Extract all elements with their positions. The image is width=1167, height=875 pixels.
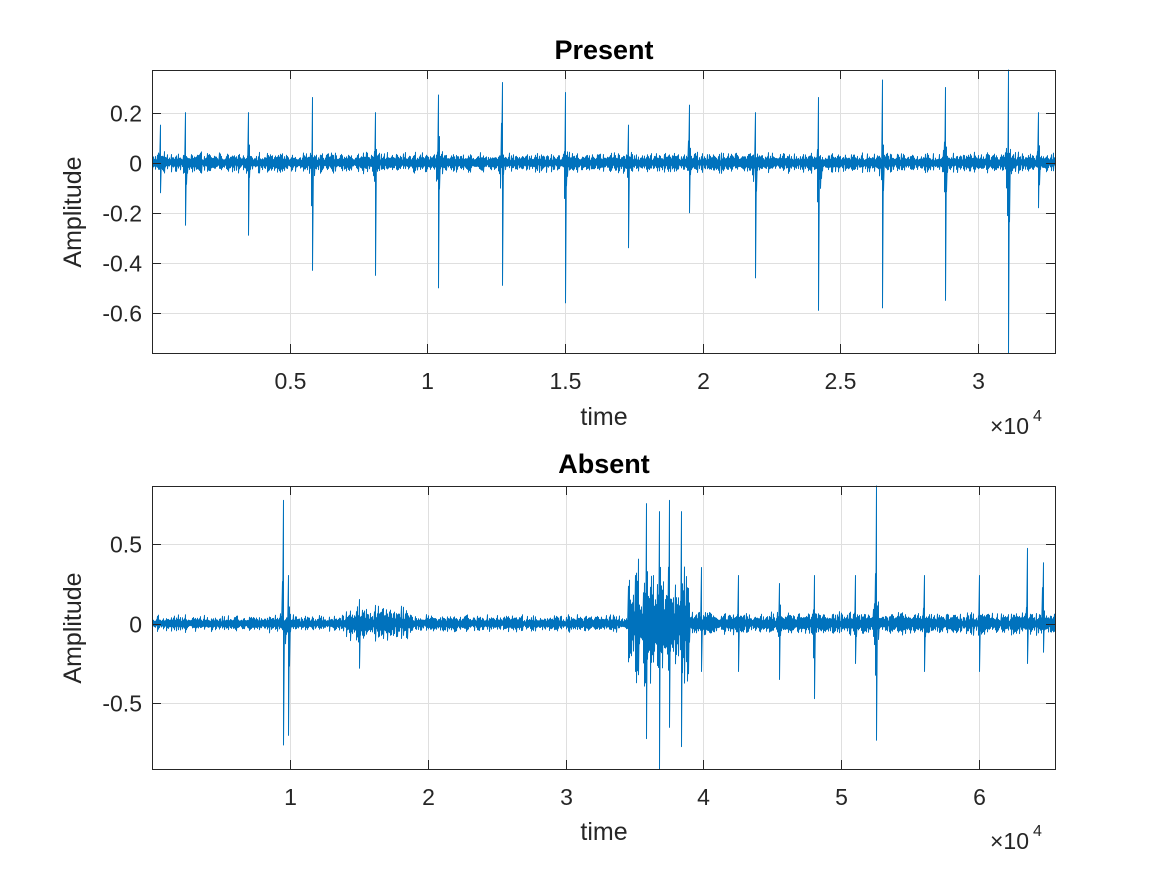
ytick-label-present-4: -0.6 <box>102 301 142 327</box>
xtick-label-absent-1: 2 <box>422 784 435 810</box>
ylabel-present: Amplitude <box>59 156 87 267</box>
series-line-present <box>152 69 1055 354</box>
ytick-label-present-2: -0.2 <box>102 201 142 227</box>
axes-frame-present <box>152 70 1056 354</box>
xtick-label-present-5: 3 <box>972 368 985 394</box>
plot-area-present <box>152 69 1055 354</box>
ylabel-absent: Amplitude <box>59 572 87 683</box>
xtick-label-absent-4: 5 <box>835 784 848 810</box>
x-exponent-power-absent: 4 <box>1033 823 1042 840</box>
x-exponent-power-present: 4 <box>1033 408 1042 425</box>
chart-title-absent: Absent <box>558 449 650 479</box>
ytick-label-absent-0: 0.5 <box>110 532 142 558</box>
subplot-absent: Absent 1 2 3 4 5 6 0.5 0 -0.5 Amplitude time ×10… <box>59 449 1056 854</box>
xlabel-present: time <box>580 403 627 431</box>
x-exponent-present: ×10 4 <box>990 408 1042 439</box>
ytick-label-present-0: 0.2 <box>110 101 142 127</box>
ticks-absent: 1 2 3 4 5 6 0.5 0 -0.5 <box>102 486 1055 810</box>
xtick-label-absent-2: 3 <box>560 784 573 810</box>
ticks-present: 0.5 1 1.5 2 2.5 3 0.2 0 -0.2 -0.4 -0.6 <box>102 70 1055 394</box>
grid-present <box>152 70 1055 353</box>
x-exponent-base-absent: ×10 <box>990 828 1029 854</box>
plot-area-absent <box>152 485 1055 770</box>
subplot-present: Present 0.5 1 1.5 2 2.5 3 0.2 0 -0.2 -0.4 -0.6 Amp… <box>59 35 1056 439</box>
xtick-label-present-4: 2.5 <box>825 368 857 394</box>
ytick-label-absent-1: 0 <box>129 612 142 638</box>
xtick-label-present-3: 2 <box>697 368 710 394</box>
xtick-label-present-1: 1 <box>421 368 434 394</box>
xlabel-absent: time <box>580 818 627 846</box>
x-exponent-absent: ×10 4 <box>990 823 1042 854</box>
axes-frame-absent <box>152 486 1056 770</box>
ytick-label-present-3: -0.4 <box>102 251 142 277</box>
chart-title-present: Present <box>554 35 653 65</box>
xtick-label-present-2: 1.5 <box>550 368 582 394</box>
xtick-label-present-0: 0.5 <box>275 368 307 394</box>
series-line-absent <box>152 485 1055 770</box>
ytick-label-absent-2: -0.5 <box>102 691 142 717</box>
xtick-label-absent-3: 4 <box>697 784 710 810</box>
x-exponent-base-present: ×10 <box>990 413 1029 439</box>
xtick-label-absent-0: 1 <box>284 784 297 810</box>
ytick-label-present-1: 0 <box>129 151 142 177</box>
xtick-label-absent-5: 6 <box>973 784 986 810</box>
